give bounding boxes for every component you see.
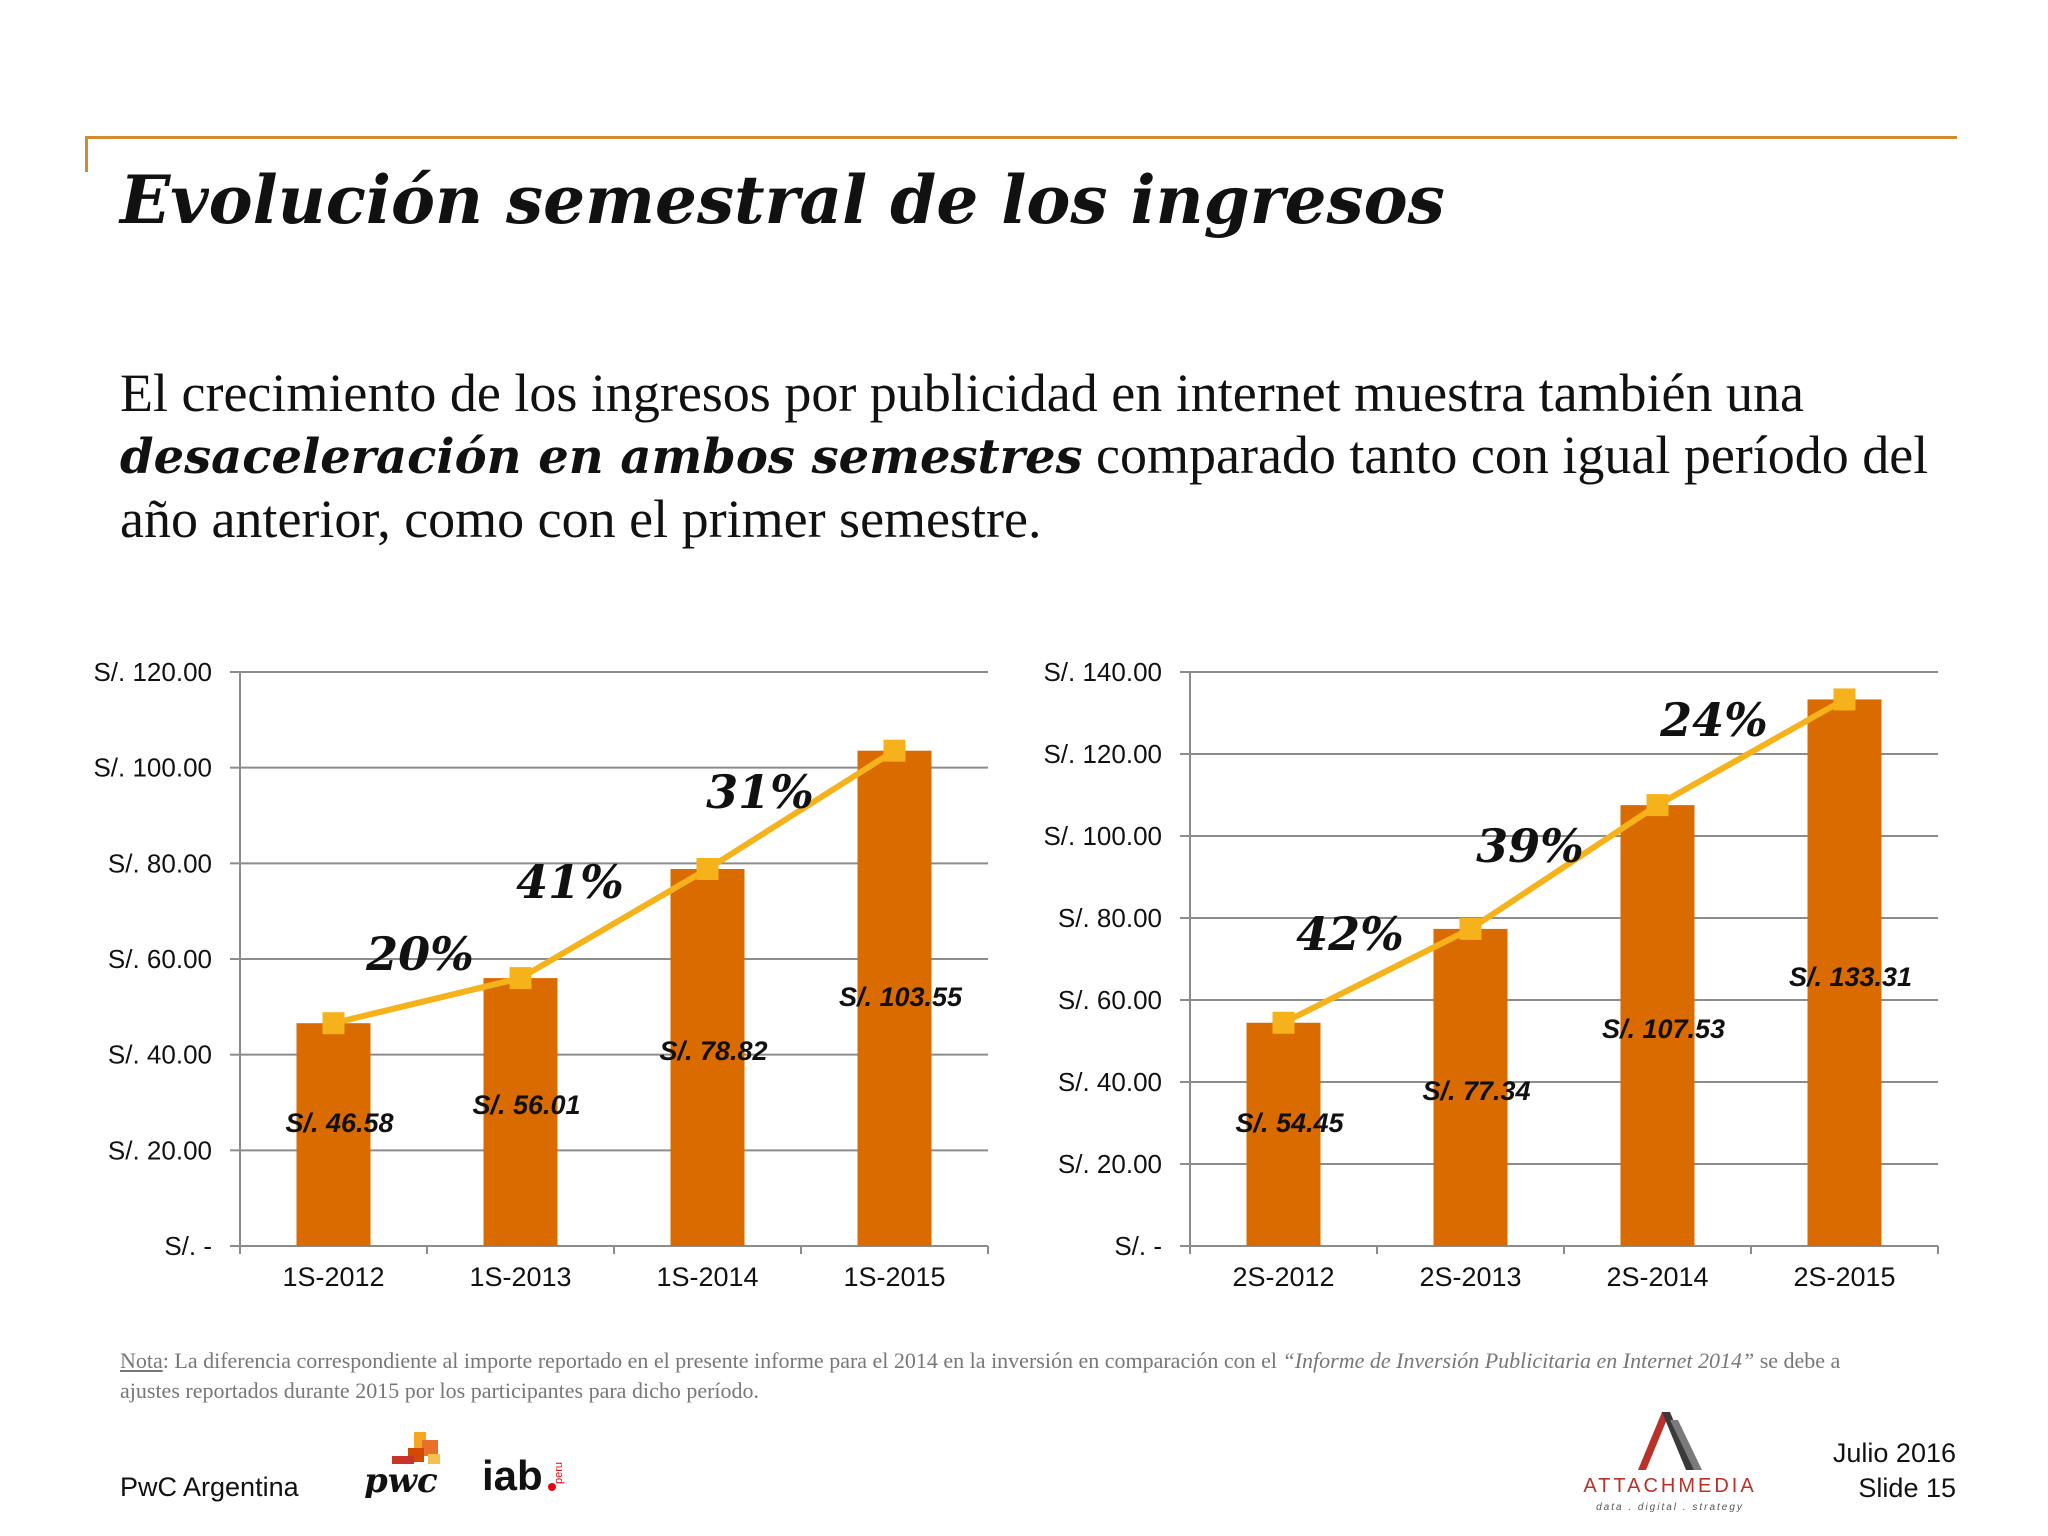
- header-rule: [85, 136, 1957, 139]
- data-label: S/. 78.82: [659, 1036, 767, 1066]
- svg-text:iab: iab: [482, 1452, 543, 1499]
- attachmedia-logo: ATTACHMEDIA data . digital . strategy: [1583, 1412, 1756, 1513]
- bar: [1807, 699, 1882, 1246]
- intro-paragraph: El crecimiento de los ingresos por publi…: [120, 362, 1940, 550]
- trend-point: [1646, 794, 1669, 817]
- y-tick-label: S/. 100.00: [1043, 821, 1162, 851]
- y-tick-label: S/. 60.00: [108, 944, 212, 974]
- data-label: S/. 46.58: [285, 1108, 393, 1138]
- intro-emphasis: desaceleración en ambos semestres: [120, 429, 1083, 485]
- footnote-text-1: : La diferencia correspondiente al impor…: [162, 1348, 1283, 1373]
- data-label: S/. 103.55: [839, 982, 963, 1012]
- growth-label: 20%: [365, 927, 474, 981]
- growth-label: 39%: [1476, 819, 1584, 873]
- y-tick-label: S/. 20.00: [1058, 1149, 1162, 1179]
- growth-label: 42%: [1296, 907, 1404, 961]
- trend-point: [322, 1012, 345, 1035]
- bar: [483, 978, 558, 1246]
- footnote-italic: “Informe de Inversión Publicitaria en In…: [1282, 1348, 1755, 1373]
- x-tick-label: 2S-2015: [1793, 1262, 1895, 1292]
- y-tick-label: S/. 120.00: [1043, 739, 1162, 769]
- growth-label: 41%: [516, 855, 624, 909]
- bar: [296, 1023, 371, 1246]
- x-tick-label: 1S-2012: [282, 1262, 384, 1292]
- svg-text:peru: peru: [553, 1462, 565, 1484]
- bar: [857, 750, 932, 1246]
- trend-point: [883, 739, 906, 762]
- footnote-text-2: se debe a ajustes reportados durante 201…: [120, 1348, 1841, 1403]
- y-tick-label: S/. 100.00: [93, 753, 212, 783]
- x-tick-label: 1S-2015: [843, 1262, 945, 1292]
- y-tick-label: S/. 80.00: [108, 848, 212, 878]
- trend-line: [332, 748, 897, 1027]
- footer-date: Julio 2016: [1832, 1438, 1956, 1468]
- y-tick-label: S/. 60.00: [1058, 985, 1162, 1015]
- data-label: S/. 77.34: [1422, 1076, 1530, 1106]
- bar: [670, 868, 745, 1246]
- header-rule-tick: [85, 136, 88, 172]
- footnote: Nota: La diferencia correspondiente al i…: [120, 1346, 1880, 1406]
- y-tick-label: S/. -: [1114, 1231, 1162, 1261]
- x-tick-label: 2S-2013: [1419, 1262, 1521, 1292]
- trend-point: [1459, 917, 1482, 940]
- trend-point: [509, 967, 532, 990]
- svg-text:ATTACHMEDIA: ATTACHMEDIA: [1583, 1475, 1756, 1497]
- slide-title: Evolución semestral de los ingresos: [120, 161, 1445, 239]
- y-tick-label: S/. -: [164, 1231, 212, 1261]
- svg-text:data . digital . strategy: data . digital . strategy: [1596, 1502, 1744, 1513]
- svg-text:pwc: pwc: [364, 1461, 438, 1498]
- trend-point: [1833, 688, 1856, 711]
- footer-company: PwC Argentina: [120, 1472, 299, 1502]
- footer-meta: Julio 2016 Slide 15: [1833, 1436, 1956, 1506]
- y-tick-label: S/. 120.00: [93, 657, 212, 687]
- data-label: S/. 56.01: [472, 1090, 580, 1120]
- data-label: S/. 107.53: [1602, 1014, 1725, 1044]
- x-tick-label: 1S-2013: [469, 1262, 571, 1292]
- bar: [1246, 1022, 1321, 1246]
- trend-point: [1272, 1011, 1295, 1034]
- footnote-label: Nota: [120, 1348, 163, 1373]
- data-label: S/. 133.31: [1789, 962, 1912, 992]
- growth-label: 31%: [706, 765, 814, 819]
- trend-point: [696, 857, 719, 880]
- chart-second-semester: S/. - S/. 20.00 S/. 40.00 S/. 60.00 S/. 80.0…: [1043, 657, 1939, 1292]
- chart-first-semester: S/. - S/. 20.00 S/. 40.00 S/. 60.00 S/. 80.0…: [93, 657, 989, 1292]
- y-tick-label: S/. 80.00: [1058, 903, 1162, 933]
- footer-slide-number: Slide 15: [1858, 1473, 1956, 1503]
- data-label: S/. 54.45: [1235, 1108, 1344, 1138]
- trend-line: [1282, 696, 1846, 1026]
- iab-logo: iab peru: [482, 1452, 565, 1499]
- y-tick-label: S/. 40.00: [1058, 1067, 1162, 1097]
- x-tick-label: 1S-2014: [656, 1262, 758, 1292]
- pwc-logo: pwc: [364, 1432, 440, 1498]
- bar: [1620, 805, 1695, 1246]
- y-tick-label: S/. 40.00: [108, 1040, 212, 1070]
- bar: [1433, 928, 1508, 1246]
- y-tick-label: S/. 20.00: [108, 1135, 212, 1165]
- intro-text-1: El crecimiento de los ingresos por publi…: [120, 363, 1804, 423]
- intro-text-2: comparado tanto con igual período del añ…: [120, 425, 1929, 549]
- growth-label: 24%: [1659, 693, 1768, 747]
- y-tick-label: S/. 140.00: [1043, 657, 1162, 687]
- x-tick-label: 2S-2012: [1232, 1262, 1334, 1292]
- x-tick-label: 2S-2014: [1606, 1262, 1708, 1292]
